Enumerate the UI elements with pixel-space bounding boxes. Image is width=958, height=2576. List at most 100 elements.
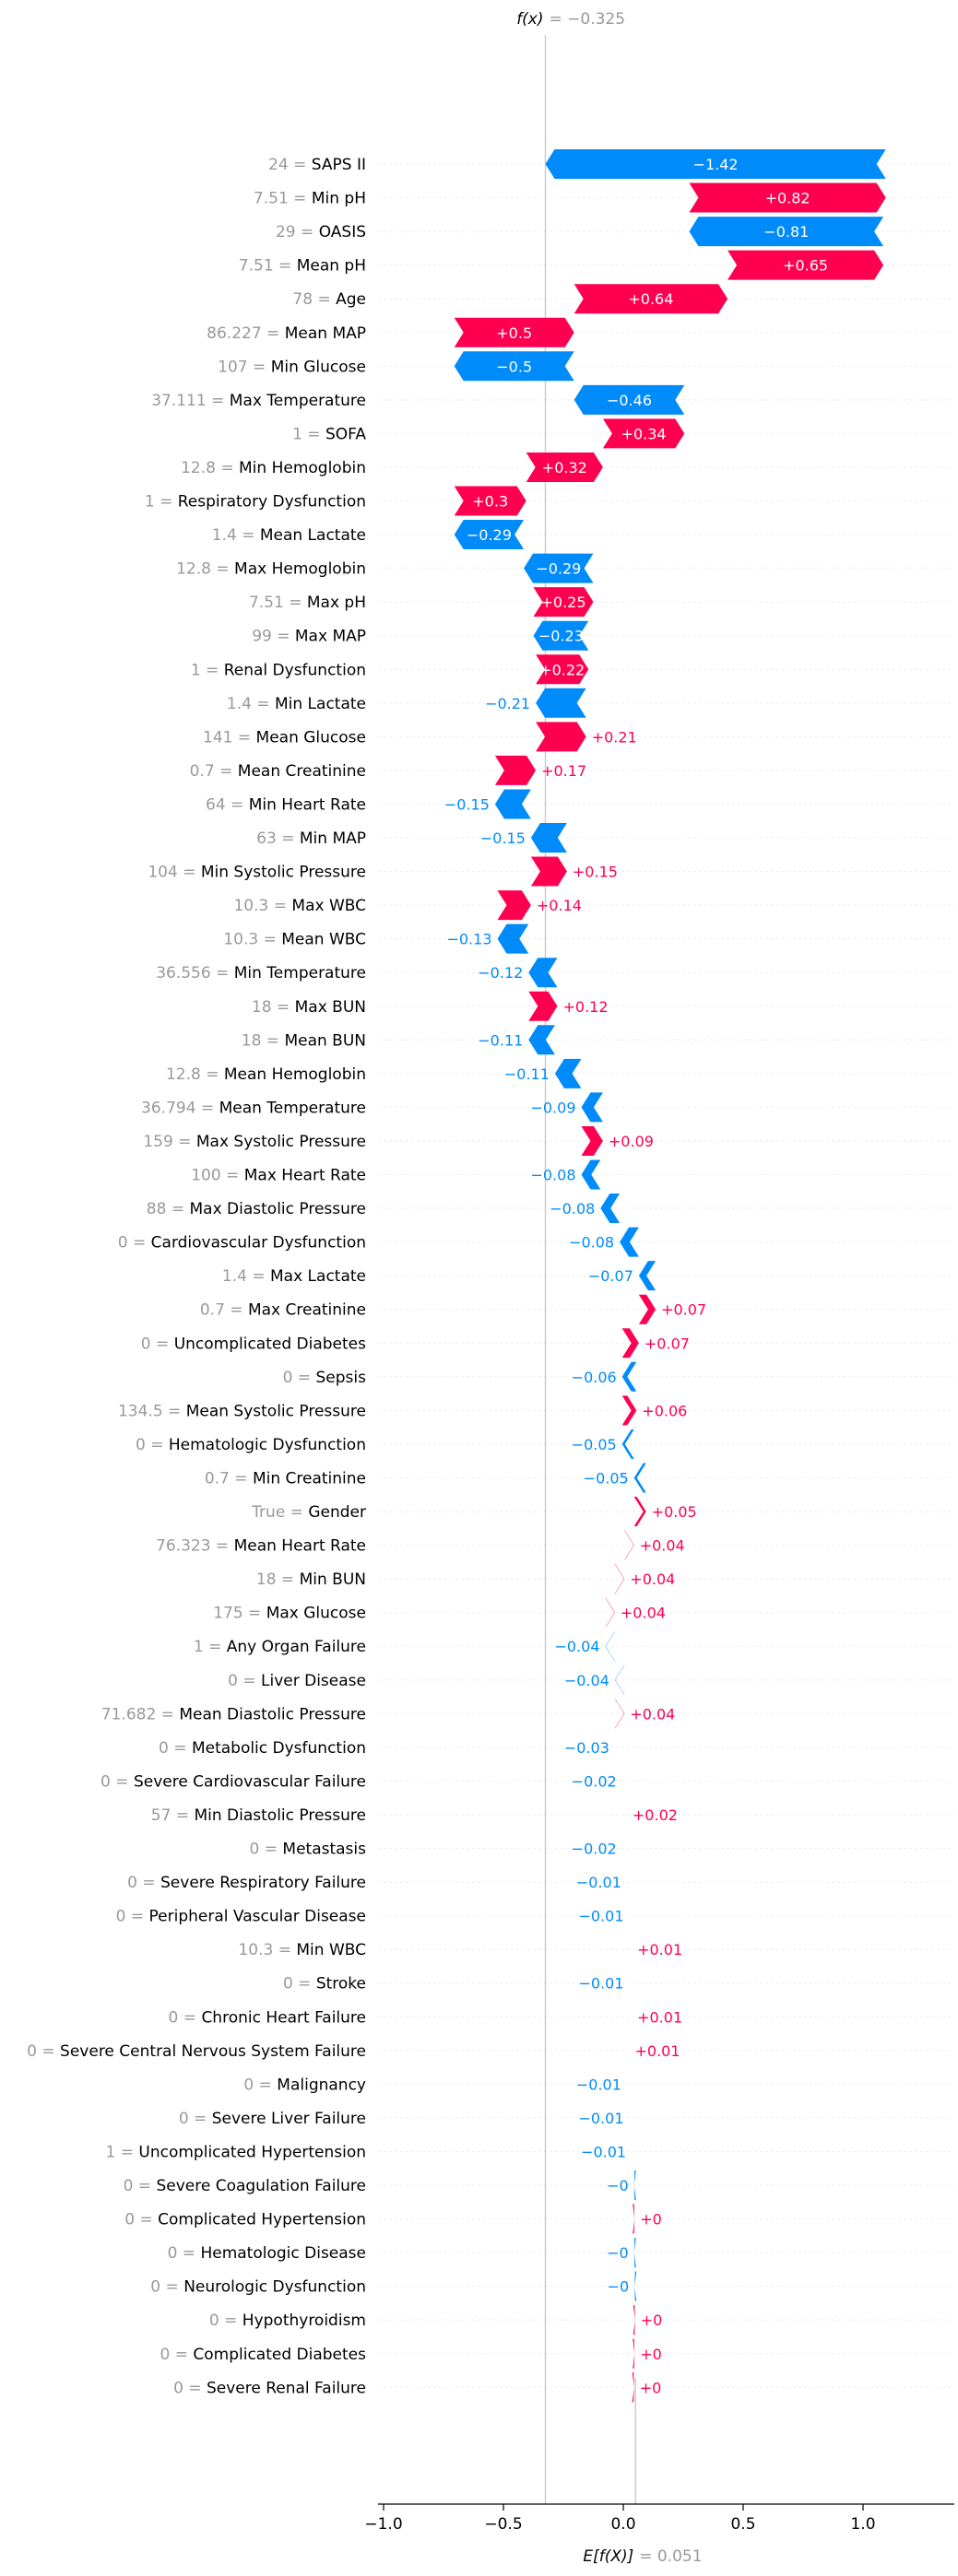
- shap-value-label: −0.02: [572, 1772, 617, 1790]
- shap-value-label: +0.34: [621, 425, 667, 442]
- equals-sign: =: [146, 1436, 169, 1454]
- feature-value: 0: [228, 1672, 238, 1690]
- shap-value-label: −0.23: [538, 628, 584, 645]
- shap-bar: [497, 890, 531, 921]
- feature-value: 1.4: [227, 695, 252, 713]
- feature-value: 0: [169, 2008, 179, 2027]
- feature-value: 0: [209, 2311, 219, 2330]
- expected-value-value: = 0.051: [639, 2547, 702, 2566]
- feature-value: 10.3: [238, 1941, 273, 1959]
- equals-sign: =: [285, 1503, 308, 1522]
- feature-label: 134.5 = Mean Systolic Pressure: [118, 1402, 366, 1420]
- shap-value-label: +0.25: [540, 594, 585, 611]
- feature-name: Max Hemoglobin: [234, 560, 366, 579]
- feature-name: Min pH: [312, 190, 366, 208]
- feature-name: Min Glucose: [271, 358, 366, 376]
- feature-value: 0: [116, 1908, 126, 1926]
- feature-value: 29: [276, 223, 296, 241]
- feature-label: 76.323 = Mean Heart Rate: [156, 1537, 366, 1556]
- feature-label: 7.51 = Mean pH: [239, 257, 366, 276]
- feature-label: 0 = Sepsis: [283, 1369, 367, 1387]
- feature-value: 18: [242, 1031, 262, 1050]
- feature-name: Stroke: [316, 1975, 366, 1994]
- equals-sign: =: [155, 493, 178, 512]
- feature-label: 0.7 = Min Creatinine: [205, 1469, 366, 1488]
- equals-sign: =: [211, 964, 234, 982]
- shap-value-label: +0: [640, 2346, 662, 2363]
- equals-sign: =: [170, 2346, 193, 2364]
- feature-value: 0: [150, 2278, 160, 2297]
- shap-bar: [581, 1125, 603, 1156]
- shap-value-label: +0.21: [592, 728, 637, 746]
- shap-value-label: +0.01: [637, 1941, 682, 1958]
- feature-label: 57 = Min Diastolic Pressure: [151, 1806, 366, 1825]
- feature-label: 10.3 = Mean WBC: [223, 931, 366, 949]
- shap-value-label: +0.05: [652, 1503, 697, 1521]
- shap-value-label: −0.01: [578, 2110, 623, 2127]
- equals-sign: =: [254, 2076, 277, 2094]
- feature-value: 7.51: [239, 257, 274, 276]
- equals-sign: =: [183, 2379, 207, 2397]
- feature-value: 0: [27, 2042, 37, 2061]
- feature-name: Gender: [308, 1503, 366, 1522]
- x-axis-ticks: −1.0 −0.5 0.0 0.5 1.0: [364, 2504, 876, 2534]
- feature-value: 0: [124, 2177, 134, 2195]
- feature-name: Max Lactate: [270, 1267, 366, 1286]
- equals-sign: =: [289, 190, 312, 208]
- equals-sign: =: [243, 1605, 266, 1623]
- feature-value: 0: [124, 2211, 135, 2229]
- x-axis: −1.0 −0.5 0.0 0.5 1.0: [364, 2503, 954, 2534]
- equals-sign: =: [273, 1941, 296, 1959]
- feature-name: Max Temperature: [230, 392, 366, 410]
- shap-bar: [533, 620, 589, 651]
- shap-value-label: −0.46: [607, 392, 652, 409]
- shap-value-label: +0.32: [542, 459, 587, 476]
- equals-sign: =: [160, 2278, 183, 2297]
- equals-sign: =: [156, 1705, 179, 1723]
- feature-label: 1.4 = Max Lactate: [222, 1267, 366, 1286]
- shap-bar: [633, 2238, 636, 2268]
- feature-label: 63 = Min MAP: [256, 829, 366, 848]
- feature-label: 7.51 = Max pH: [249, 594, 366, 612]
- equals-sign: =: [248, 358, 271, 376]
- shap-bar: [689, 182, 886, 213]
- shap-value-label: +0.04: [630, 1570, 675, 1588]
- feature-label: 29 = OASIS: [276, 223, 366, 241]
- shap-bar: [524, 553, 594, 583]
- equals-sign: =: [284, 594, 307, 612]
- feature-value: 0: [168, 2244, 178, 2263]
- feature-name: Severe Renal Failure: [207, 2379, 366, 2397]
- feature-label: 86.227 = Mean MAP: [207, 324, 366, 343]
- shap-value-label: −0: [607, 2177, 629, 2194]
- equals-sign: =: [225, 1301, 248, 1320]
- equals-sign: =: [111, 1772, 134, 1791]
- feature-value: 0: [250, 1841, 260, 1859]
- equals-sign: =: [201, 1065, 224, 1084]
- feature-value: 18: [256, 1570, 277, 1589]
- equals-sign: =: [277, 829, 300, 848]
- feature-value: 37.111: [151, 392, 206, 410]
- feature-name: Metastasis: [282, 1841, 366, 1859]
- feature-name: SAPS II: [312, 156, 366, 174]
- feature-name: Max Diastolic Pressure: [190, 1200, 367, 1218]
- feature-value: 71.682: [101, 1705, 156, 1723]
- feature-label: 0 = Cardiovascular Dysfunction: [118, 1234, 366, 1253]
- shap-bar: [633, 2170, 636, 2200]
- shap-value-label: −0.04: [564, 1672, 609, 1689]
- feature-value: 1: [191, 661, 201, 679]
- feature-value: 7.51: [249, 594, 284, 612]
- shap-value-label: −0.01: [576, 2076, 621, 2093]
- equals-sign: =: [189, 2110, 212, 2128]
- feature-value: 10.3: [233, 897, 268, 915]
- feature-value: 0: [127, 1874, 137, 1892]
- equals-sign: =: [173, 1133, 196, 1151]
- shap-bar: [621, 1361, 637, 1392]
- feature-label: 100 = Max Heart Rate: [191, 1167, 366, 1185]
- feature-value: 36.556: [156, 964, 210, 982]
- shap-bar: [454, 351, 574, 382]
- shap-bar: [497, 923, 529, 954]
- equals-sign: =: [226, 795, 249, 814]
- feature-name: Max WBC: [291, 897, 366, 915]
- feature-name: Min WBC: [296, 1941, 366, 1959]
- shap-value-label: −0.29: [536, 560, 581, 578]
